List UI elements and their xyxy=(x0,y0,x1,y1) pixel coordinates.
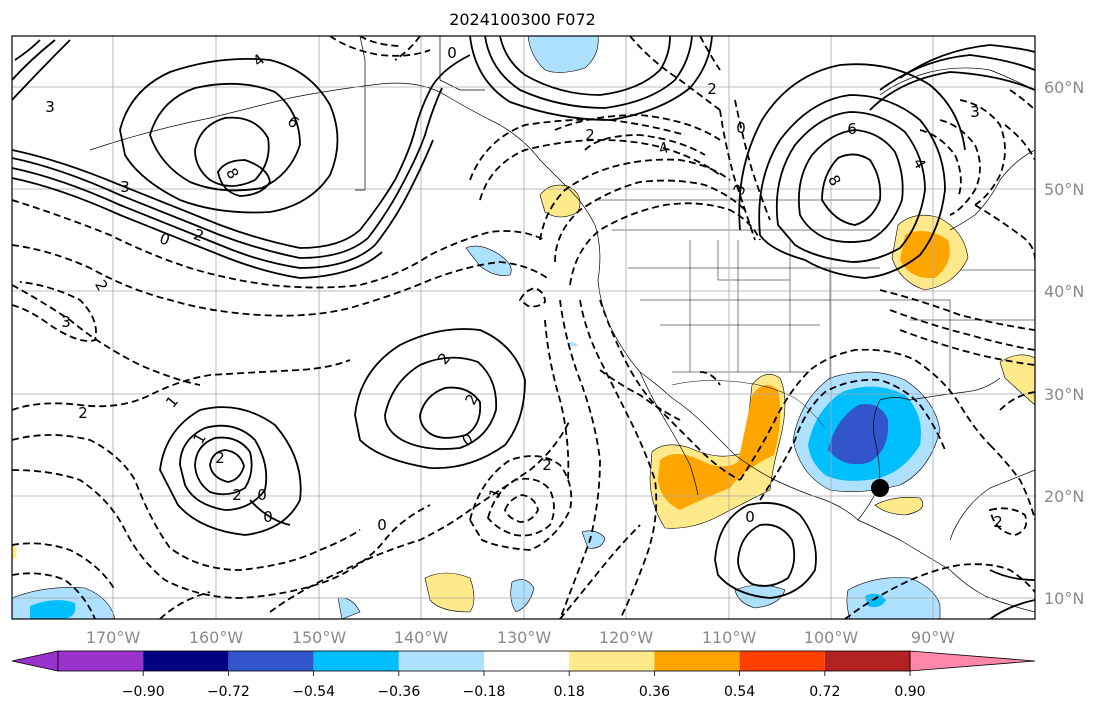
colorbar-max-extend xyxy=(909,650,1036,672)
lon-label: 170°W xyxy=(86,628,141,647)
contour-label: 2 xyxy=(215,449,225,467)
colorbar-swatch xyxy=(58,651,144,671)
lon-label: 160°W xyxy=(189,628,244,647)
lat-label: 30°N xyxy=(1044,385,1084,404)
colorbar-tick-label: 0.90 xyxy=(894,684,925,700)
contour-label: 6 xyxy=(847,120,857,138)
graticule xyxy=(12,36,1035,619)
colorbar-swatch xyxy=(398,651,484,671)
lat-label: 50°N xyxy=(1044,180,1084,199)
political-borders xyxy=(598,199,1035,429)
lon-label: 150°W xyxy=(292,628,347,647)
colorbar-tick-label: 0.72 xyxy=(809,684,840,700)
colorbar-tick-label: −0.90 xyxy=(122,684,165,700)
contour-label: 2 xyxy=(542,456,552,474)
contour-label: 2 xyxy=(993,513,1003,531)
positive-anomaly-shading xyxy=(12,184,1035,613)
lat-label: 10°N xyxy=(1044,589,1084,608)
colorbar-tick-label: −0.36 xyxy=(377,684,420,700)
colorbar-ticks xyxy=(142,671,911,676)
colorbar-swatch xyxy=(739,651,825,671)
lon-label: 100°W xyxy=(804,628,859,647)
lon-label: 110°W xyxy=(702,628,757,647)
negative-contours xyxy=(12,36,1035,619)
lon-label: 130°W xyxy=(497,628,552,647)
lon-label: 140°W xyxy=(394,628,449,647)
positive-contours xyxy=(12,36,1035,619)
longitude-labels: 170°W 160°W 150°W 140°W 130°W 120°W 110°… xyxy=(86,628,955,647)
contour-label: 2 xyxy=(585,126,595,144)
colorbar-tick-label: 0.36 xyxy=(639,684,670,700)
contour-label: 0 xyxy=(736,119,746,137)
contour-label: 2 xyxy=(232,486,242,504)
negative-anomaly-shading xyxy=(12,36,941,619)
colorbar-tick-label: 0.18 xyxy=(554,684,585,700)
map-panel: 4 3 6 8 0 3 2 0 2 3 1 2 1 2 2 0 0 0 4 2 … xyxy=(12,36,1035,619)
contour-label: 3 xyxy=(970,103,980,121)
colorbar-swatch xyxy=(569,651,655,671)
map-title: 2024100300 F072 xyxy=(449,10,596,29)
colorbar-swatch xyxy=(484,651,570,671)
contour-label: 2 xyxy=(78,404,88,422)
colorbar-tick-label: −0.18 xyxy=(463,684,506,700)
contour-label: 3 xyxy=(61,313,71,331)
contour-label: 3 xyxy=(120,178,130,196)
storm-center-marker xyxy=(871,479,889,497)
contour-label: 2 xyxy=(707,80,717,98)
contour-label: 0 xyxy=(745,508,755,526)
coastlines xyxy=(89,36,1035,613)
contour-label: 0 xyxy=(263,508,273,526)
colorbar-swatch xyxy=(228,651,314,671)
colorbar-swatch xyxy=(143,651,229,671)
colorbar-min-extend xyxy=(11,650,59,672)
lat-label: 60°N xyxy=(1044,78,1084,97)
colorbar-tick-label: −0.72 xyxy=(207,684,250,700)
lat-label: 20°N xyxy=(1044,487,1084,506)
contour-label: 0 xyxy=(447,44,457,62)
colorbar-swatch xyxy=(824,651,910,671)
latitude-labels: 60°N 50°N 40°N 30°N 20°N 10°N xyxy=(1044,78,1084,608)
colorbar-tick-label: 0.54 xyxy=(724,684,755,700)
colorbar-swatch xyxy=(654,651,740,671)
colorbar: −0.90 −0.72 −0.54 −0.36 −0.18 0.18 0.36 … xyxy=(11,650,1036,700)
lat-label: 40°N xyxy=(1044,282,1084,301)
contour-label: 0 xyxy=(377,516,387,534)
contour-label: 0 xyxy=(257,486,267,504)
lon-label: 90°W xyxy=(911,628,955,647)
map-frame xyxy=(11,35,1036,620)
colorbar-swatch xyxy=(313,651,399,671)
lon-label: 120°W xyxy=(599,628,654,647)
contour-label: 4 xyxy=(657,138,671,158)
colorbar-tick-label: −0.54 xyxy=(292,684,335,700)
contour-label: 3 xyxy=(45,98,55,116)
